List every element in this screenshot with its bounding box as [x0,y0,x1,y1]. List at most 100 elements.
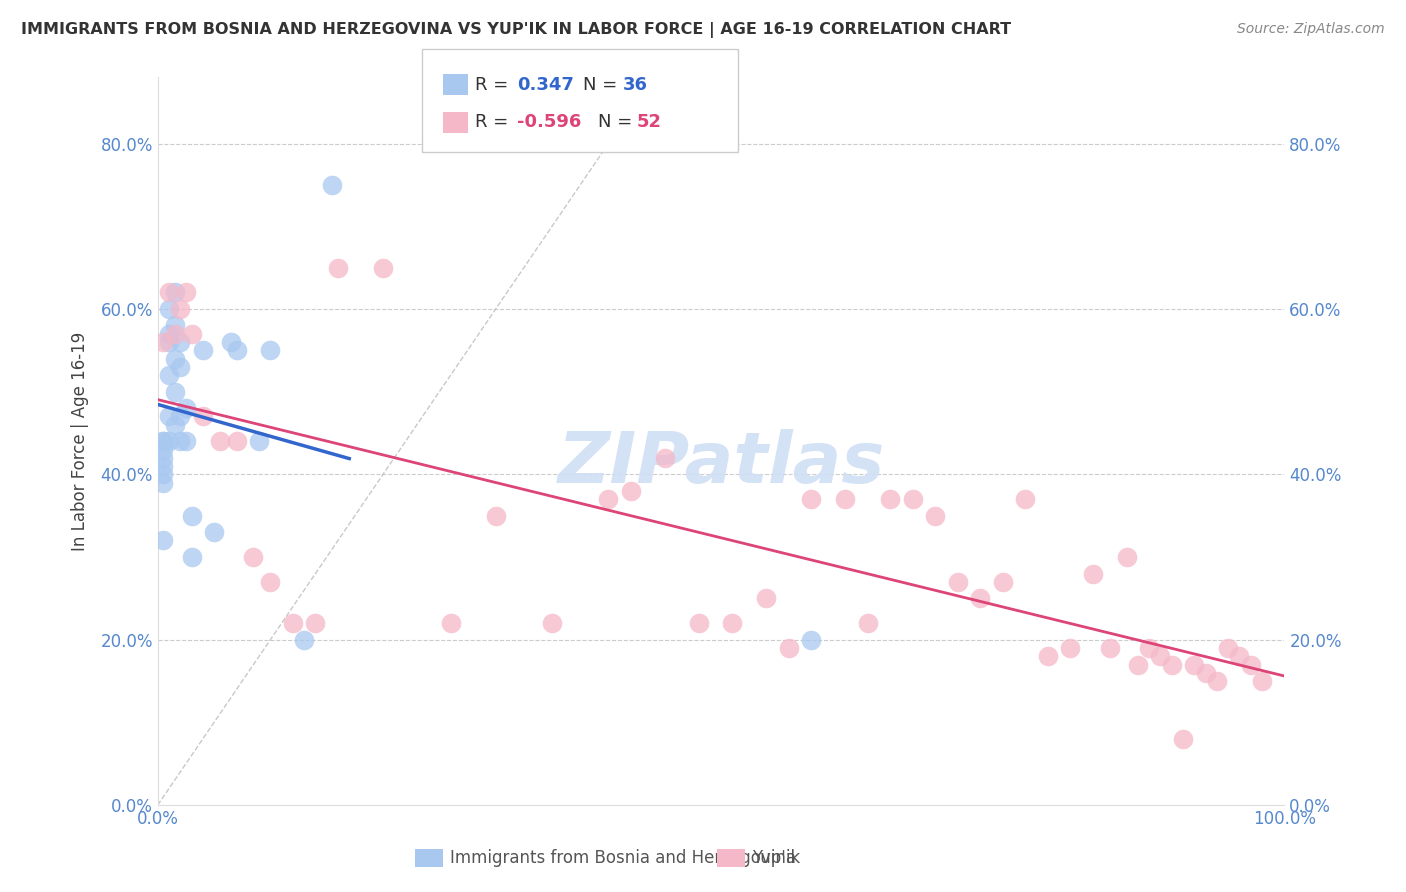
Point [778,640,800,655]
Point [157,334,180,349]
Point [1205,674,1227,689]
Point [326,260,349,275]
Point [541,616,564,631]
Text: Yup'ik: Yup'ik [752,849,800,867]
Point [1014,492,1036,507]
Point [292,632,315,647]
Point [1182,657,1205,672]
Point [219,334,242,349]
Point [247,434,270,449]
Point [180,326,202,341]
Point [598,492,620,507]
Point [1098,640,1121,655]
Y-axis label: In Labor Force | Age 16-19: In Labor Force | Age 16-19 [72,332,89,551]
Point [174,285,197,300]
Point [755,591,778,606]
Point [152,434,174,449]
Point [1149,649,1171,664]
Point [1194,665,1216,680]
Point [834,492,856,507]
Point [371,260,394,275]
Point [259,343,281,358]
Point [1239,657,1261,672]
Point [321,178,343,192]
Point [1036,649,1059,664]
Point [856,616,879,631]
Point [259,574,281,589]
Point [946,574,969,589]
Point [191,343,214,358]
Point [485,508,508,523]
Text: IMMIGRANTS FROM BOSNIA AND HERZEGOVINA VS YUP'IK IN LABOR FORCE | AGE 16-19 CORR: IMMIGRANTS FROM BOSNIA AND HERZEGOVINA V… [21,22,1011,38]
Point [1137,640,1160,655]
Point [152,334,174,349]
Point [654,450,676,465]
Point [800,632,823,647]
Point [152,533,174,548]
Point [169,359,191,374]
Point [1115,549,1137,564]
Point [688,616,710,631]
Text: N =: N = [598,113,637,131]
Point [163,318,186,333]
Point [180,549,202,564]
Point [174,401,197,416]
Point [152,450,174,465]
Point [304,616,326,631]
Point [152,475,174,490]
Point [180,508,202,523]
Point [1216,640,1239,655]
Point [1081,566,1104,581]
Point [242,549,264,564]
Point [163,351,186,366]
Text: 0.347: 0.347 [517,76,574,94]
Point [1251,674,1274,689]
Text: 52: 52 [637,113,662,131]
Point [800,492,823,507]
Text: Source: ZipAtlas.com: Source: ZipAtlas.com [1237,22,1385,37]
Point [169,301,191,316]
Point [225,434,247,449]
Point [152,467,174,482]
Point [163,326,186,341]
Text: N =: N = [583,76,623,94]
Point [620,483,643,498]
Point [1126,657,1149,672]
Point [1160,657,1182,672]
Point [157,409,180,424]
Text: R =: R = [475,113,515,131]
Point [152,458,174,473]
Point [281,616,304,631]
Text: -0.596: -0.596 [517,113,582,131]
Point [152,442,174,457]
Point [169,409,191,424]
Point [163,285,186,300]
Point [1171,731,1194,746]
Point [225,343,247,358]
Point [202,525,225,540]
Point [152,434,174,449]
Point [1059,640,1081,655]
Point [991,574,1014,589]
Point [163,384,186,399]
Point [157,434,180,449]
Text: 36: 36 [623,76,648,94]
Point [157,285,180,300]
Point [1227,649,1250,664]
Point [157,301,180,316]
Point [721,616,744,631]
Point [157,368,180,383]
Point [174,434,197,449]
Point [169,334,191,349]
Point [169,434,191,449]
Point [163,417,186,432]
Point [969,591,991,606]
Point [901,492,924,507]
Point [440,616,463,631]
Point [191,409,214,424]
Text: Immigrants from Bosnia and Herzegovina: Immigrants from Bosnia and Herzegovina [450,849,796,867]
Point [924,508,946,523]
Point [208,434,231,449]
Text: R =: R = [475,76,515,94]
Text: ZIPatlas: ZIPatlas [557,428,884,498]
